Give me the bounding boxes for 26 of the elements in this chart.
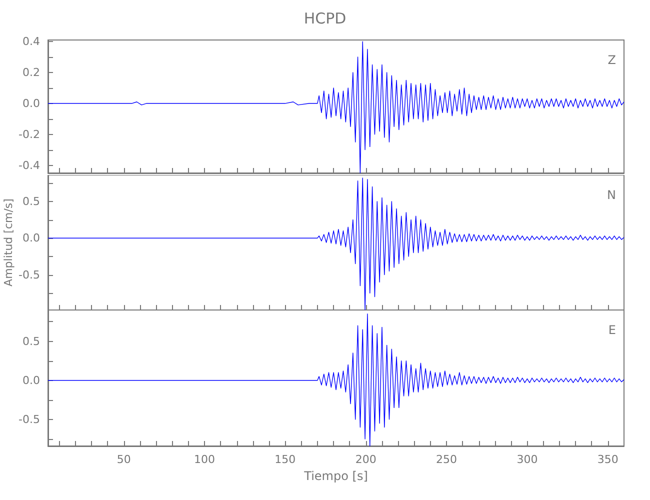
y-tick-label: 0.2: [22, 66, 40, 79]
x-axis-title: Tiempo [s]: [303, 469, 368, 483]
y-tick-label: 0.0: [22, 96, 40, 110]
annotation: Z: [608, 53, 616, 67]
y-tick-label: 0.4: [22, 35, 40, 48]
x-tick-label: 150: [274, 453, 296, 466]
line-series: [48, 178, 624, 310]
x-tick-label: 50: [116, 453, 131, 466]
x-tick-label: 100: [194, 453, 216, 466]
y-tick-label: 0.0: [22, 232, 40, 245]
annotation: N: [607, 188, 616, 202]
y-axis-title: Amplitud [cm/s]: [2, 198, 15, 286]
x-tick-label: 300: [516, 453, 538, 466]
line-series: [48, 314, 624, 446]
x-tick-label: 200: [355, 453, 376, 466]
y-tick-label: -0.5: [18, 268, 40, 282]
x-tick-label: 250: [436, 453, 458, 466]
annotation: E: [608, 323, 616, 337]
chart-title: HCPD: [304, 10, 346, 28]
y-tick-label: -0.5: [18, 412, 40, 426]
y-tick-label: 0.0: [22, 374, 40, 387]
y-tick-label: -0.2: [18, 128, 40, 141]
x-tick-label: 350: [597, 453, 618, 466]
y-tick-label: 0.5: [22, 334, 40, 348]
y-tick-label: -0.4: [18, 158, 40, 172]
y-tick-label: 0.5: [22, 194, 40, 208]
